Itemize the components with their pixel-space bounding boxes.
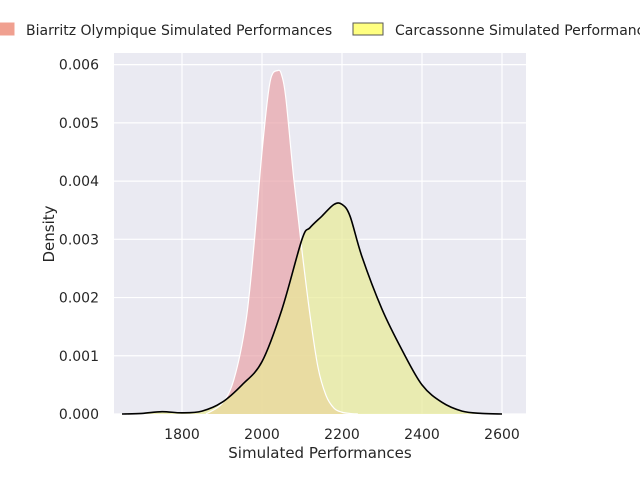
y-tick-label: 0.003: [59, 232, 99, 248]
x-tick-label: 2000: [244, 427, 280, 443]
x-tick-label: 2200: [324, 427, 360, 443]
y-tick-label: 0.006: [59, 58, 99, 74]
y-axis-ticks: 0.000 0.001 0.002 0.003 0.004 0.005 0.006: [59, 58, 99, 423]
legend: Biarritz Olympique Simulated Performance…: [0, 22, 640, 39]
legend-swatch-biarritz: [0, 22, 15, 36]
x-axis-ticks: 1800 2000 2200 2400 2600: [164, 427, 520, 443]
legend-swatch-carcassonne: [352, 22, 384, 36]
legend-label-carcassonne: Carcassonne Simulated Performances: [395, 23, 640, 39]
y-tick-label: 0.005: [59, 116, 99, 132]
legend-label-biarritz: Biarritz Olympique Simulated Performance…: [26, 23, 332, 39]
y-axis-label: Density: [40, 205, 58, 262]
density-areas: [121, 69, 503, 415]
density-area-0: [206, 70, 358, 414]
density-area-1: [122, 202, 502, 414]
y-tick-label: 0.001: [59, 349, 99, 365]
x-tick-label: 2400: [404, 427, 440, 443]
x-tick-label: 2600: [484, 427, 520, 443]
y-tick-label: 0.004: [59, 174, 99, 190]
x-axis-label: Simulated Performances: [228, 444, 412, 462]
x-tick-label: 1800: [164, 427, 200, 443]
density-line-1: [121, 202, 503, 415]
y-tick-label: 0.000: [59, 407, 99, 423]
density-line-0: [205, 69, 359, 415]
y-tick-label: 0.002: [59, 291, 99, 307]
